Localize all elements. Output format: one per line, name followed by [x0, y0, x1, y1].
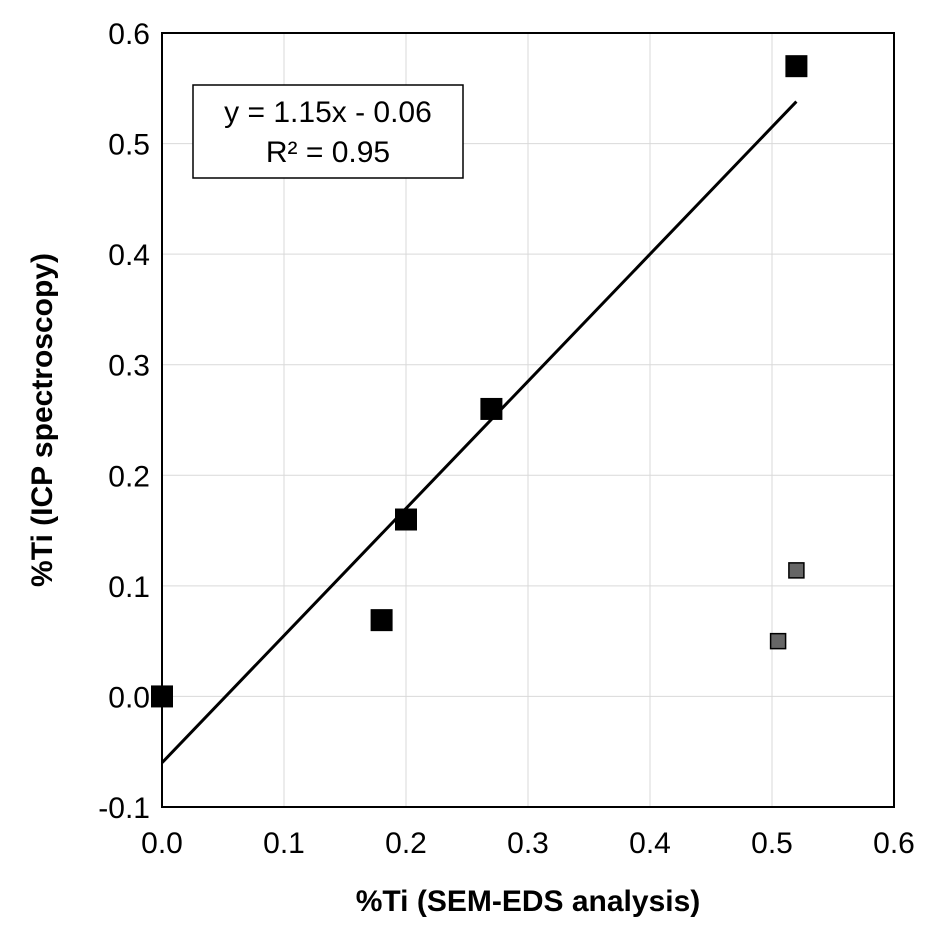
x-tick-label: 0.4: [629, 827, 671, 860]
y-tick-label: 0.1: [108, 571, 150, 604]
x-tick-label: 0.3: [507, 827, 549, 860]
equation-box: y = 1.15x - 0.06 R² = 0.95: [192, 84, 464, 179]
data-points: [151, 55, 808, 708]
y-tick-label: 0.0: [108, 681, 150, 714]
y-axis-ticks: -0.1 0.0 0.1 0.2 0.3 0.4 0.5 0.6: [98, 18, 150, 825]
data-point: [370, 609, 393, 632]
trendline-equation: y = 1.15x - 0.06: [224, 96, 432, 129]
x-tick-label: 0.0: [141, 827, 183, 860]
plot-area: [161, 32, 895, 808]
y-tick-label: -0.1: [98, 792, 150, 825]
x-axis-title: %Ti (SEM-EDS analysis): [356, 885, 701, 918]
equation-box-frame: [192, 84, 464, 179]
data-point: [769, 632, 787, 650]
x-axis-ticks: 0.0 0.1 0.2 0.3 0.4 0.5 0.6: [141, 827, 915, 860]
data-point: [151, 685, 173, 708]
trendline: [160, 100, 798, 764]
x-tick-label: 0.6: [873, 827, 915, 860]
y-tick-label: 0.4: [108, 239, 150, 272]
x-tick-label: 0.1: [263, 827, 305, 860]
x-tick-label: 0.5: [751, 827, 793, 860]
x-tick-label: 0.2: [385, 827, 427, 860]
y-tick-label: 0.6: [108, 18, 150, 51]
r-squared-label: R² = 0.95: [266, 136, 390, 169]
data-point: [788, 562, 805, 579]
y-tick-label: 0.2: [108, 460, 150, 493]
y-tick-label: 0.3: [108, 350, 150, 383]
y-axis-title: %Ti (ICP spectroscopy): [26, 253, 59, 587]
data-point: [785, 55, 808, 78]
data-point: [395, 508, 417, 531]
data-point: [480, 397, 503, 420]
y-tick-label: 0.5: [108, 129, 150, 162]
